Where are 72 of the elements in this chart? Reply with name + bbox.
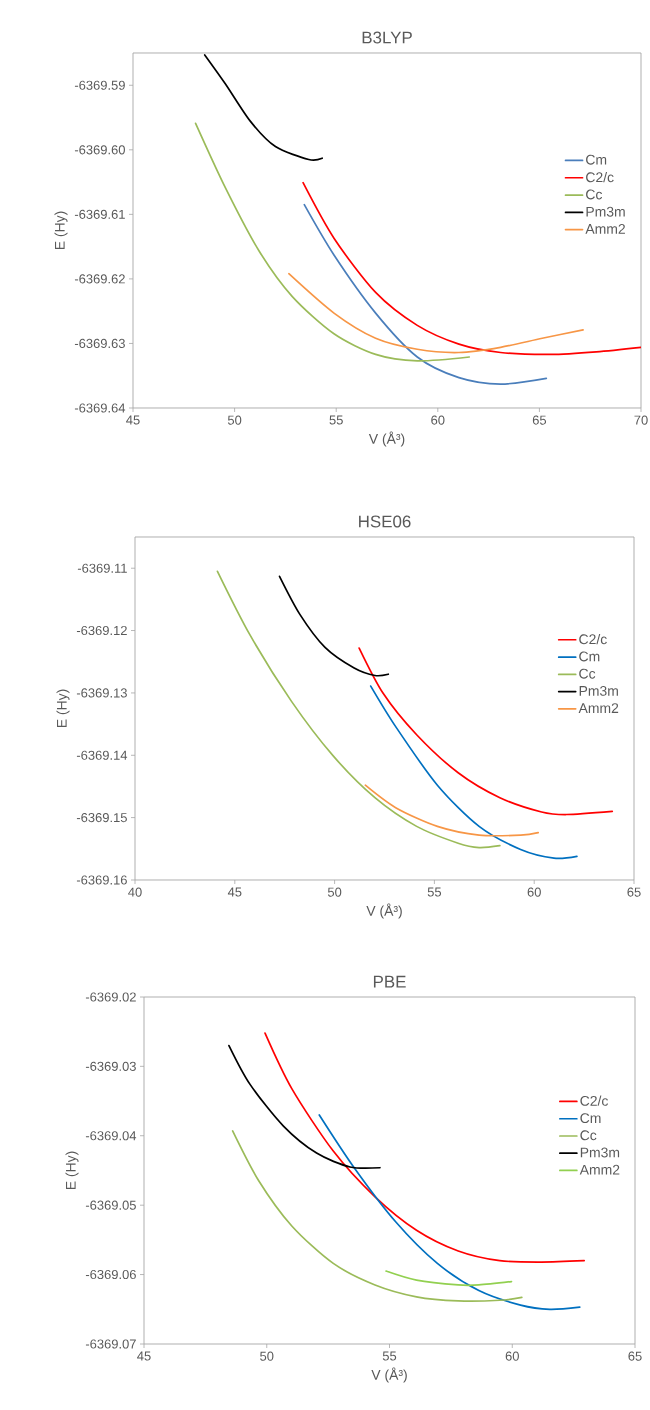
y-tick-label: -6369.64 (74, 403, 126, 413)
x-tick-label: 60 (431, 415, 445, 425)
line-series (369, 685, 578, 860)
y-tick-label: -6369.07 (85, 1339, 136, 1349)
legend-label: Pm3m (580, 1147, 620, 1158)
x-axis-title: V (Å³) (371, 1367, 407, 1383)
chart-title: HSE06 (359, 515, 411, 528)
y-tick-label: -6369.04 (85, 1131, 137, 1141)
legend-label: Pm3m (579, 685, 618, 696)
legend-label: Cc (580, 1130, 597, 1141)
x-tick-label: 70 (634, 415, 648, 425)
x-tick-label: 55 (329, 415, 343, 425)
legend-label: Amm2 (585, 223, 625, 234)
y-tick-label: -6369.16 (76, 875, 127, 885)
legend-label: Cm (579, 651, 600, 662)
line-series (288, 272, 584, 354)
line-series (303, 203, 548, 385)
line-series (216, 570, 501, 849)
x-tick-label: 60 (527, 887, 541, 897)
x-tick-label: 45 (137, 1351, 151, 1361)
y-tick-label: -6369.62 (74, 274, 125, 284)
legend-label: C2/c (586, 171, 614, 183)
y-tick-label: -6369.63 (74, 338, 125, 349)
x-axis-title: V (Å³) (368, 431, 405, 447)
legend-label: C2/c (580, 1095, 609, 1106)
y-tick-label: -6369.59 (74, 80, 125, 90)
y-axis-title: E (Hy) (54, 211, 68, 250)
chart-title: B3LYP (362, 31, 412, 44)
x-tick-label: 50 (327, 887, 342, 897)
line-series (203, 54, 324, 161)
x-tick-label: 45 (126, 415, 140, 425)
y-tick-label: -6369.61 (74, 209, 125, 219)
line-series (231, 1130, 523, 1302)
line-series (302, 181, 641, 356)
x-tick-label: 60 (505, 1351, 519, 1361)
line-series (278, 575, 390, 677)
legend-label: Cc (579, 668, 596, 679)
line-series (194, 122, 471, 362)
y-tick-label: -6369.13 (76, 688, 127, 698)
legend-label: Cm (586, 154, 607, 165)
line-series (318, 1114, 581, 1311)
y-tick-label: -6369.11 (77, 563, 127, 573)
x-tick-label: 65 (628, 1351, 642, 1361)
legend-label: Amm2 (579, 1164, 620, 1175)
y-tick-label: -6369.06 (85, 1269, 136, 1280)
legend-label: Amm2 (578, 703, 619, 713)
chart-title: PBE (373, 975, 406, 988)
x-tick-label: 45 (227, 887, 242, 897)
x-axis-title: V (Å³) (366, 903, 402, 919)
x-tick-label: 40 (128, 887, 142, 897)
legend-label: Cm (580, 1113, 601, 1124)
legend-label: Cc (586, 189, 603, 200)
x-tick-label: 55 (382, 1351, 397, 1361)
y-tick-label: -6369.03 (85, 1061, 136, 1071)
x-tick-label: 65 (627, 887, 641, 897)
x-tick-label: 50 (227, 415, 242, 425)
y-tick-label: -6369.15 (76, 812, 127, 823)
x-tick-label: 55 (427, 887, 442, 897)
x-tick-label: 65 (532, 415, 547, 425)
line-series (228, 1044, 381, 1169)
y-axis-title: E (Hy) (56, 689, 70, 728)
y-tick-label: -6369.14 (76, 750, 128, 760)
legend-label: C2/c (579, 633, 607, 645)
line-series (364, 784, 540, 837)
y-axis-title: E (Hy) (65, 1151, 79, 1190)
line-series (385, 1270, 513, 1287)
legend-label: Pm3m (586, 206, 625, 217)
x-tick-label: 50 (260, 1351, 274, 1361)
y-tick-label: -6369.05 (85, 1200, 136, 1210)
y-tick-label: -6369.02 (85, 992, 136, 1002)
y-tick-label: -6369.12 (76, 625, 127, 636)
y-tick-label: -6369.60 (74, 145, 125, 155)
